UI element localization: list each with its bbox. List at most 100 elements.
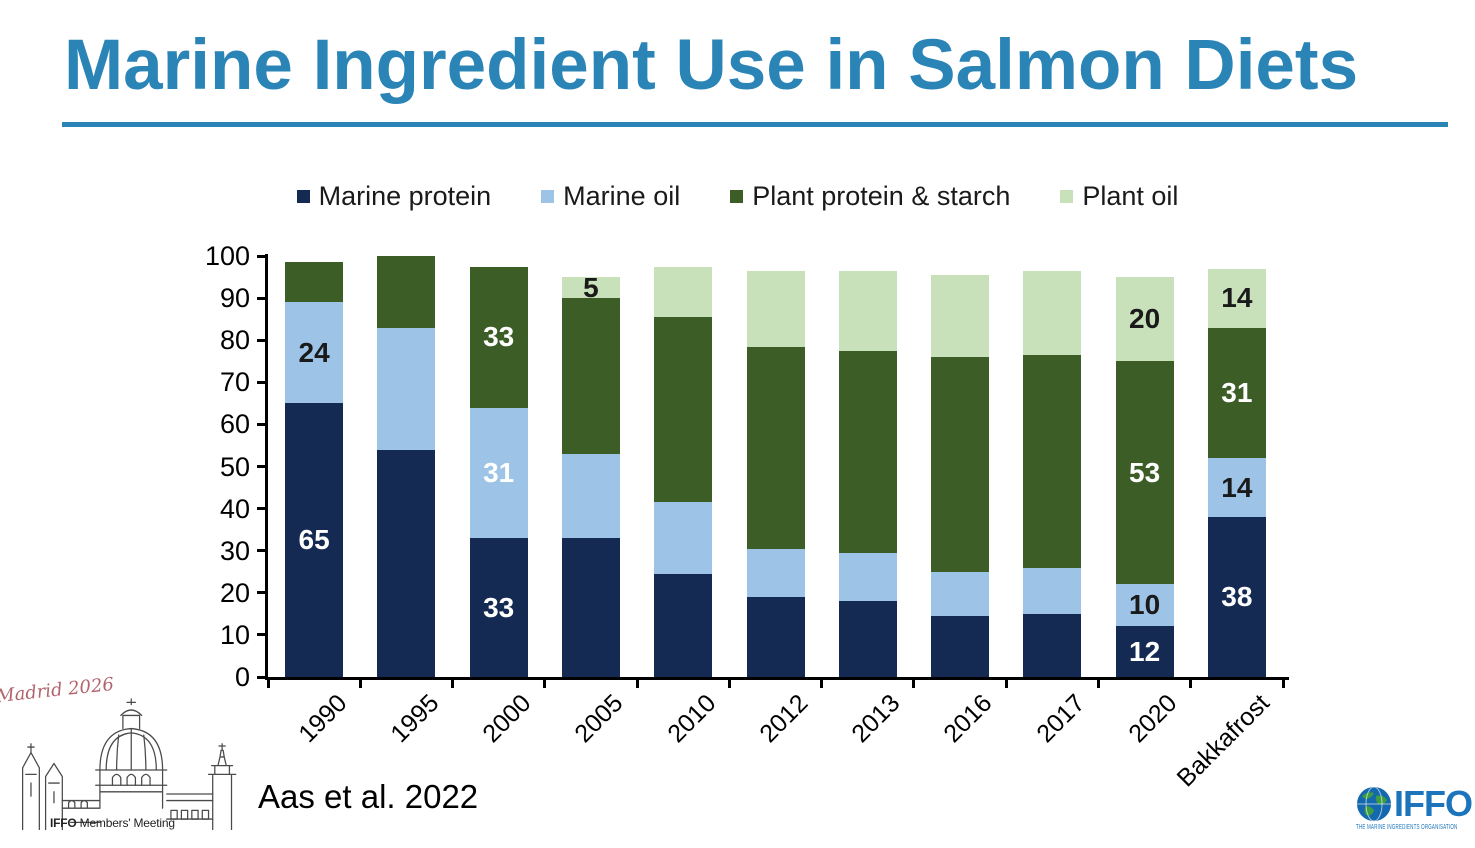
bar-value-label: 10 <box>1129 589 1161 621</box>
bar-value-label: 5 <box>583 271 599 303</box>
bar-value-label: 12 <box>1129 635 1161 667</box>
bar-segment <box>654 502 713 574</box>
bar-segment: 38 <box>1207 517 1266 677</box>
bar-value-label: 33 <box>483 591 515 623</box>
bar-segment: 53 <box>1115 361 1174 585</box>
y-tick-label: 60 <box>219 409 250 440</box>
y-tick-label: 0 <box>234 662 250 692</box>
y-tick <box>257 422 265 426</box>
y-tick-label: 30 <box>219 535 250 566</box>
source-note: Aas et al. 2022 <box>258 778 479 815</box>
globe-icon <box>1357 786 1391 822</box>
bar-value-label: 31 <box>483 456 515 488</box>
bar-segment: 33 <box>469 538 528 677</box>
bar-segment <box>838 552 897 602</box>
event-logo: Madrid 2026 IFFO Members' Meeting <box>0 674 243 844</box>
x-tick <box>451 680 455 688</box>
bar-value-label: 14 <box>1221 282 1253 314</box>
y-tick <box>257 338 265 342</box>
y-tick-label: 90 <box>219 283 250 314</box>
x-tick <box>820 680 824 688</box>
y-tick-label: 70 <box>219 367 250 398</box>
bar-value-label: 24 <box>298 336 330 368</box>
legend-label: Marine protein <box>318 181 492 211</box>
bar-segment <box>561 538 620 677</box>
bar-segment <box>838 350 897 553</box>
bar-segment <box>377 449 436 677</box>
bar-value-label: 31 <box>1221 376 1253 408</box>
bar-segment <box>654 573 713 677</box>
x-category-label: Bakkafrost <box>1035 689 1274 792</box>
bar-segment <box>931 615 990 677</box>
x-tick <box>358 680 362 688</box>
x-axis <box>265 677 1289 680</box>
legend-label: Marine oil <box>563 181 681 211</box>
iffo-tagline: THE MARINE INGREDIENTS ORGANISATION <box>1356 824 1458 831</box>
bar-segment: 31 <box>469 407 528 539</box>
bar-segment: 24 <box>285 302 344 404</box>
bar-segment: 12 <box>1115 626 1174 677</box>
bar-segment: 14 <box>1207 458 1266 518</box>
bar-segment <box>1023 613 1082 677</box>
bar-segment <box>931 274 990 358</box>
y-tick <box>257 633 265 637</box>
bar-segment: 65 <box>285 403 344 677</box>
y-tick-label: 100 <box>204 241 250 271</box>
bar-value-label: 53 <box>1129 456 1161 488</box>
y-tick-label: 10 <box>219 619 250 650</box>
event-label: IFFO Members' Meeting <box>50 816 175 830</box>
x-tick <box>912 680 916 688</box>
legend-item: Marine protein <box>296 181 492 212</box>
bar-value-label: 20 <box>1129 303 1161 335</box>
legend-swatch <box>296 190 310 203</box>
y-tick <box>257 549 265 553</box>
bar-segment <box>561 453 620 539</box>
legend-label: Plant protein & starch <box>752 181 1011 211</box>
legend-item: Plant protein & starch <box>730 181 1010 212</box>
chart-legend: Marine protein Marine oil Plant protein & … <box>0 181 1475 212</box>
legend-swatch <box>730 190 744 203</box>
title-underline <box>62 122 1448 127</box>
bar-value-label: 14 <box>1221 471 1253 503</box>
legend-swatch <box>1060 190 1074 203</box>
bar-value-label: 38 <box>1221 581 1253 613</box>
bar-segment <box>931 571 990 616</box>
cathedral-sketch-icon <box>21 698 237 830</box>
x-tick <box>727 680 731 688</box>
bar-segment <box>561 298 620 454</box>
y-axis <box>265 254 268 680</box>
bar-value-label: 65 <box>298 524 330 556</box>
y-tick <box>257 507 265 511</box>
legend-swatch <box>541 190 555 203</box>
stacked-bar-chart: 0 10 20 30 40 50 60 70 80 90 100 65 24 1990 1995 33 31 33… <box>205 243 1289 792</box>
y-tick <box>257 296 265 300</box>
bar-segment: 10 <box>1115 584 1174 627</box>
bar-segment <box>1023 270 1082 355</box>
x-category-label-text: Bakkafrost <box>1171 689 1275 793</box>
bar-segment: 20 <box>1115 277 1174 362</box>
x-tick <box>266 680 270 688</box>
bar-segment <box>746 597 805 677</box>
bar-value-label: 33 <box>483 321 515 353</box>
bar-segment <box>285 262 344 303</box>
y-tick <box>257 675 265 679</box>
bar-segment <box>838 601 897 677</box>
bar-segment <box>1023 354 1082 568</box>
bar-segment: 14 <box>1207 268 1266 328</box>
bar-segment <box>654 266 713 318</box>
x-tick <box>1004 680 1008 688</box>
y-tick-label: 50 <box>219 451 250 482</box>
legend-item: Plant oil <box>1060 181 1178 212</box>
y-tick-label: 20 <box>219 577 250 608</box>
y-tick-label: 80 <box>219 325 250 356</box>
bar-segment: 5 <box>561 272 620 303</box>
bar-segment <box>746 346 805 549</box>
bar-segment <box>746 548 805 598</box>
x-tick <box>1281 680 1285 688</box>
y-tick-label: 40 <box>219 493 250 524</box>
x-tick <box>635 680 639 688</box>
iffo-logo: IFFO THE MARINE INGREDIENTS ORGANISATION <box>1356 783 1475 832</box>
bar-segment <box>931 357 990 572</box>
iffo-wordmark: IFFO <box>1394 783 1473 824</box>
